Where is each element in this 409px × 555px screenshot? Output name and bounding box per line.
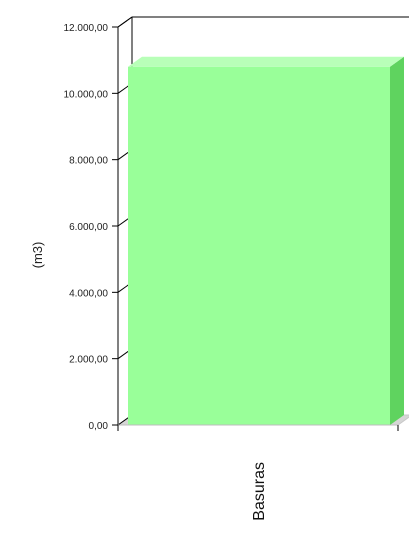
y-axis-title: (m3)	[30, 242, 45, 269]
y-axis: 0,00 2.000,00 4.000,00 6.000,00 8.000,00 10.0…	[64, 16, 133, 432]
bar-side	[390, 56, 404, 426]
bar	[128, 66, 390, 426]
y-tick-depth	[117, 16, 133, 28]
y-tick-label: 10.000,00	[64, 89, 109, 100]
y-tick-label: 12.000,00	[64, 23, 109, 34]
category-label: Basuras	[251, 462, 268, 521]
bar-series	[128, 56, 404, 426]
y-tick-label: 2.000,00	[69, 355, 108, 366]
bar-top	[128, 56, 404, 67]
x-axis	[117, 424, 399, 431]
y-tick-label: 0,00	[89, 421, 109, 432]
y-tick-label: 6.000,00	[69, 222, 108, 233]
y-tick-label: 4.000,00	[69, 288, 108, 299]
category-labels: Basuras	[251, 462, 268, 521]
y-tick-label: 8.000,00	[69, 156, 108, 167]
